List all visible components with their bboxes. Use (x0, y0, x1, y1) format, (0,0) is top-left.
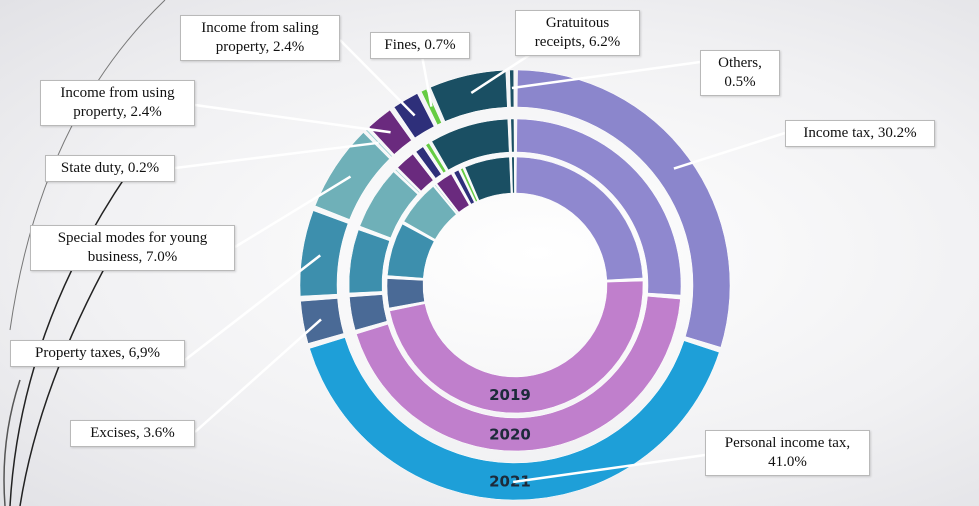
ring-segment (511, 156, 515, 194)
ring-segment (359, 171, 418, 239)
leader-line (511, 60, 701, 90)
category-label: Income tax, 30.2% (785, 120, 935, 147)
leader-line (234, 175, 352, 249)
ring-segment (386, 278, 425, 309)
ring-segment (516, 69, 731, 348)
ring-label: 2019 (489, 386, 531, 404)
ring-segment (436, 173, 470, 213)
category-label: Income from saling property, 2.4% (180, 15, 340, 61)
category-label: Special modes for young business, 7.0% (30, 225, 235, 271)
ring-segment (453, 169, 475, 205)
category-label: Gratuitous receipts, 6.2% (515, 10, 640, 56)
category-label: Income from using property, 2.4% (40, 80, 195, 126)
category-label: Others, 0.5% (700, 50, 780, 96)
ring-segment (300, 298, 345, 344)
ring-segment (403, 186, 457, 240)
leader-line (339, 39, 416, 117)
ring-segment (510, 118, 515, 153)
background-curves (3, 0, 166, 506)
ring-segment (464, 156, 512, 201)
ring-segment (431, 118, 510, 171)
ring-segment (509, 69, 515, 108)
ring-segment (309, 337, 720, 501)
ring-segment (349, 294, 388, 331)
ring-segment (387, 223, 435, 279)
ring-segment (348, 229, 390, 294)
category-label: Personal income tax, 41.0% (705, 430, 870, 476)
ring-segment (425, 142, 447, 174)
ring-label: 2021 (489, 473, 531, 491)
leader-line (174, 141, 379, 170)
ring-segment (516, 118, 682, 296)
ring-segment (356, 296, 681, 452)
leader-line (194, 318, 322, 433)
ring-segment (434, 184, 459, 214)
ring-segment (415, 146, 442, 179)
ring-segment (314, 132, 390, 220)
leader-line (512, 453, 706, 484)
category-label: Excises, 3.6% (70, 420, 195, 447)
leader-line (194, 103, 391, 134)
leader-line (673, 131, 786, 170)
ring-segment (299, 210, 349, 297)
leader-line (184, 254, 321, 361)
category-label: State duty, 0.2% (45, 155, 175, 182)
ring-segment (397, 153, 434, 192)
ring-segment (394, 168, 421, 194)
category-label: Property taxes, 6,9% (10, 340, 185, 367)
ring-label: 2020 (489, 426, 531, 444)
category-label: Fines, 0.7% (370, 32, 470, 59)
ring-segment (460, 167, 478, 203)
ring-segment (420, 88, 442, 126)
